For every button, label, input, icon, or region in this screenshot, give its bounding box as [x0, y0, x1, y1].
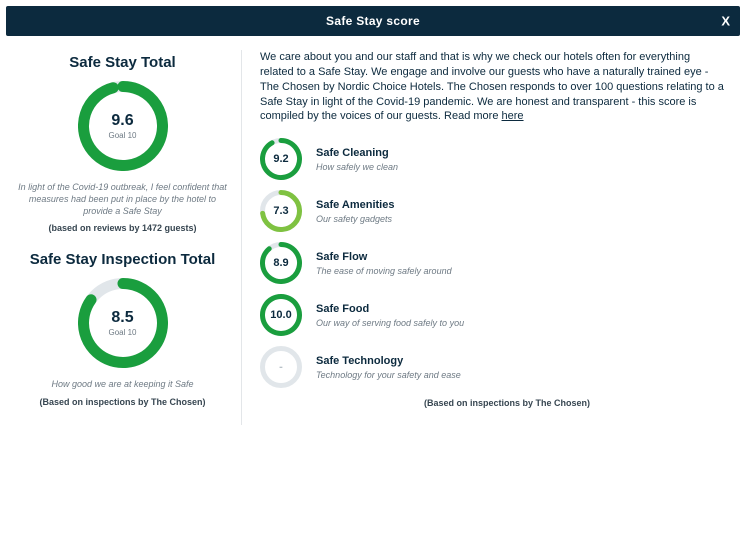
metric-row: 9.2 Safe Cleaning How safely we clean — [260, 138, 724, 180]
metric-text: Safe Cleaning How safely we clean — [316, 147, 398, 172]
inspection-total-section: Safe Stay Inspection Total 8.5 Goal 10 H… — [12, 251, 233, 406]
right-column: We care about you and our staff and that… — [242, 50, 734, 425]
donut-value: 9.6 — [111, 113, 133, 129]
intro-text: We care about you and our staff and that… — [260, 50, 724, 124]
intro-paragraph: We care about you and our staff and that… — [260, 51, 724, 122]
metric-donut: - — [260, 346, 302, 388]
left-column: Safe Stay Total 9.6 Goal 10 In light of … — [12, 50, 242, 425]
metric-donut: 9.2 — [260, 138, 302, 180]
metric-row: - Safe Technology Technology for your sa… — [260, 346, 724, 388]
donut-value: 8.9 — [273, 257, 288, 269]
metric-title: Safe Flow — [316, 251, 452, 263]
metrics-list: 9.2 Safe Cleaning How safely we clean 7.… — [260, 138, 724, 388]
metric-text: Safe Technology Technology for your safe… — [316, 355, 461, 380]
donut-value: 10.0 — [270, 309, 291, 321]
donut-value: - — [279, 361, 283, 373]
metric-donut: 10.0 — [260, 294, 302, 336]
metric-desc: Our way of serving food safely to you — [316, 318, 464, 328]
inspection-total-note: How good we are at keeping it Safe — [18, 378, 228, 390]
inspection-total-donut: 8.5 Goal 10 — [78, 278, 168, 368]
modal-body: Safe Stay Total 9.6 Goal 10 In light of … — [6, 36, 740, 425]
donut-goal: Goal 10 — [108, 131, 136, 140]
metric-donut: 8.9 — [260, 242, 302, 284]
metric-desc: Our safety gadgets — [316, 214, 394, 224]
metric-title: Safe Cleaning — [316, 147, 398, 159]
donut-goal: Goal 10 — [108, 328, 136, 337]
metric-title: Safe Food — [316, 303, 464, 315]
donut-value: 8.5 — [111, 310, 133, 326]
metric-row: 7.3 Safe Amenities Our safety gadgets — [260, 190, 724, 232]
metric-row: 8.9 Safe Flow The ease of moving safely … — [260, 242, 724, 284]
read-more-link[interactable]: here — [502, 110, 524, 122]
metric-title: Safe Amenities — [316, 199, 394, 211]
safe-stay-total-title: Safe Stay Total — [12, 54, 233, 71]
inspection-total-title: Safe Stay Inspection Total — [12, 251, 233, 268]
donut-value: 7.3 — [273, 205, 288, 217]
metric-text: Safe Amenities Our safety gadgets — [316, 199, 394, 224]
metric-desc: The ease of moving safely around — [316, 266, 452, 276]
metric-title: Safe Technology — [316, 355, 461, 367]
metric-desc: How safely we clean — [316, 162, 398, 172]
safe-stay-total-note: In light of the Covid-19 outbreak, I fee… — [18, 181, 228, 217]
safe-stay-total-section: Safe Stay Total 9.6 Goal 10 In light of … — [12, 54, 233, 233]
metric-text: Safe Food Our way of serving food safely… — [316, 303, 464, 328]
modal-title: Safe Stay score — [326, 14, 420, 28]
right-footer: (Based on inspections by The Chosen) — [290, 398, 724, 408]
safe-stay-total-basis: (based on reviews by 1472 guests) — [12, 223, 233, 233]
donut-value: 9.2 — [273, 153, 288, 165]
metric-desc: Technology for your safety and ease — [316, 370, 461, 380]
safe-stay-total-donut: 9.6 Goal 10 — [78, 81, 168, 171]
metric-row: 10.0 Safe Food Our way of serving food s… — [260, 294, 724, 336]
metric-donut: 7.3 — [260, 190, 302, 232]
inspection-total-basis: (Based on inspections by The Chosen) — [12, 397, 233, 407]
modal-header: Safe Stay score X — [6, 6, 740, 36]
safe-stay-modal: Safe Stay score X Safe Stay Total 9.6 Go… — [0, 0, 746, 536]
metric-text: Safe Flow The ease of moving safely arou… — [316, 251, 452, 276]
close-button[interactable]: X — [721, 14, 730, 29]
